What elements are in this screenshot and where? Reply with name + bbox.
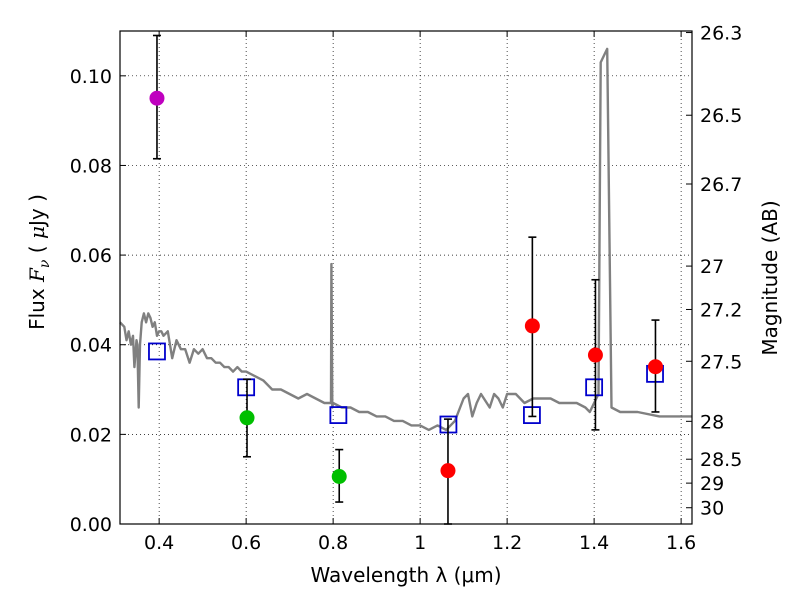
x-tick-label: 0.6 [231, 532, 261, 554]
y2-tick-label: 27.2 [700, 299, 742, 321]
observed-point [524, 318, 540, 334]
y2-tick-label: 26.5 [700, 105, 742, 127]
x-tick-label: 0.4 [144, 532, 174, 554]
y2-axis-title: Magnitude (AB) [758, 200, 782, 355]
x-axis-title: Wavelength λ (μm) [310, 563, 501, 587]
x-tick-label: 1.6 [666, 532, 696, 554]
y-tick-label: 0.00 [70, 514, 112, 536]
model-square-point [329, 406, 348, 424]
y2-tick-label: 29 [700, 473, 724, 495]
y-tick-label: 0.04 [70, 335, 112, 357]
y-axis-title: Flux Fν ( μJy ) [25, 194, 53, 330]
x-tick-label: 1.4 [579, 532, 609, 554]
grid-lines [120, 31, 692, 524]
x-tick-label: 1.2 [492, 532, 522, 554]
y2-tick-label: 30 [700, 498, 724, 520]
spectrum-line [119, 47, 692, 432]
y2-tick-label: 26.7 [700, 174, 742, 196]
plot-frame [119, 30, 693, 525]
y-tick-label: 0.10 [70, 66, 112, 88]
y2-tick-label: 27 [700, 256, 724, 278]
data-layer [119, 34, 692, 525]
y-tick-label: 0.06 [70, 245, 112, 267]
observed-point [149, 90, 165, 106]
model-square-point [585, 378, 604, 397]
observed-point [587, 347, 603, 363]
y2-tick-label: 27.5 [700, 351, 742, 373]
observed-point [440, 463, 456, 479]
y2-tick-label: 26.3 [700, 23, 742, 45]
observed-point [239, 410, 255, 426]
y2-tick-label: 28.5 [700, 449, 742, 471]
observed-point [647, 359, 663, 375]
y-tick-label: 0.08 [70, 155, 112, 177]
axis-ticks: 0.4 0.6 0.8 1 1.2 1.4 1.6 0.00 0.02 0.04 0.06 0.08 0… [70, 23, 743, 554]
model-square-point [148, 342, 166, 361]
x-tick-label: 1 [414, 532, 426, 554]
y2-tick-label: 28 [700, 411, 724, 433]
x-tick-label: 0.8 [318, 532, 348, 554]
y-tick-label: 0.02 [70, 424, 112, 446]
observed-point [331, 468, 347, 484]
